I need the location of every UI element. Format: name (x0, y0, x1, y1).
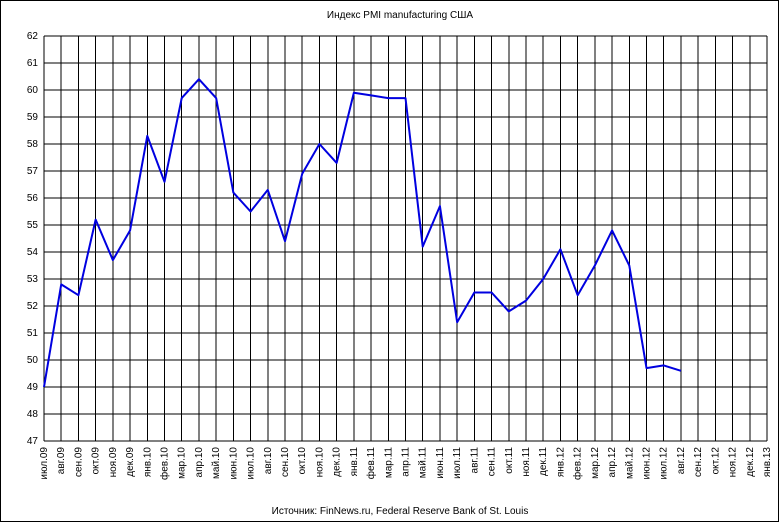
y-tick-label: 58 (27, 139, 39, 150)
x-tick-label: дек.12 (745, 447, 756, 477)
x-tick-label: дек.10 (332, 447, 343, 477)
x-tick-label: авг.09 (56, 447, 67, 475)
chart-title: Индекс PMI manufacturing США (327, 10, 473, 21)
x-tick-label: окт.10 (297, 447, 308, 475)
x-tick-label: янв.11 (349, 447, 360, 477)
x-tick-label: июл.11 (452, 447, 463, 479)
x-tick-label: апр.11 (401, 447, 412, 477)
y-tick-label: 55 (27, 220, 39, 231)
y-tick-label: 59 (27, 112, 39, 123)
x-tick-label: мар.11 (383, 447, 394, 479)
x-tick-label: окт.09 (91, 447, 102, 475)
y-tick-label: 50 (27, 355, 39, 366)
y-tick-label: 48 (27, 409, 39, 420)
x-tick-label: сен.10 (280, 447, 291, 477)
x-tick-label: янв.12 (555, 447, 566, 478)
x-tick-label: дек.11 (538, 447, 549, 476)
x-tick-label: окт.12 (710, 447, 721, 475)
y-tick-label: 61 (27, 58, 39, 69)
y-tick-label: 53 (27, 274, 39, 285)
x-tick-label: апр.10 (194, 447, 205, 478)
x-tick-label: май.11 (418, 447, 429, 479)
y-tick-label: 57 (27, 166, 39, 177)
source-note: Источник: FinNews.ru, Federal Reserve Ba… (272, 506, 529, 517)
y-tick-label: 47 (27, 436, 39, 447)
y-tick-label: 56 (27, 193, 39, 204)
x-tick-label: сен.09 (73, 447, 84, 477)
x-tick-label: дек.09 (125, 447, 136, 477)
x-tick-label: мар.12 (590, 447, 601, 479)
x-tick-label: фев.10 (159, 447, 171, 480)
y-tick-label: 49 (27, 382, 39, 393)
x-tick-label: июл.10 (246, 447, 257, 480)
x-tick-label: июн.12 (642, 447, 653, 480)
data-line (43, 78, 682, 388)
x-tick-label: май.12 (624, 447, 635, 479)
y-tick-label: 54 (27, 247, 39, 258)
y-tick-label: 51 (27, 328, 39, 339)
x-tick-label: сен.11 (487, 447, 498, 477)
x-tick-label: фев.11 (365, 447, 377, 480)
x-tick-label: ноя.10 (314, 447, 325, 478)
x-tick-label: ноя.12 (728, 447, 739, 478)
x-tick-label: фев.12 (572, 447, 584, 480)
y-tick-label: 62 (27, 31, 39, 42)
y-tick-label: 52 (27, 301, 39, 312)
x-tick-label: июл.09 (39, 447, 50, 480)
x-tick-label: июн.10 (228, 447, 239, 480)
y-tick-label: 60 (27, 85, 39, 96)
x-tick-label: янв.10 (142, 447, 153, 478)
x-tick-label: окт.11 (504, 447, 515, 474)
x-tick-label: сен.12 (693, 447, 704, 477)
x-tick-label: мар.10 (177, 447, 188, 479)
x-tick-label: ноя.09 (108, 447, 119, 478)
x-tick-label: авг.12 (676, 447, 687, 475)
x-tick-label: апр.12 (607, 447, 618, 478)
x-tick-label: янв.13 (762, 447, 773, 478)
x-tick-label: ноя.11 (521, 447, 532, 477)
x-tick-label: июн.11 (435, 447, 446, 479)
x-tick-label: авг.11 (469, 447, 480, 474)
x-tick-label: авг.10 (263, 447, 274, 475)
x-tick-label: май.10 (211, 447, 222, 479)
x-tick-label: июл.12 (659, 447, 670, 480)
